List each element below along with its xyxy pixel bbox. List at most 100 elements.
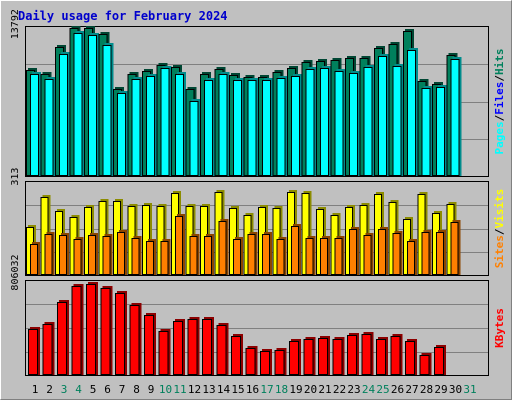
bar-hits-files-pages-pages-day-9-face: [146, 76, 155, 176]
bar-visits-sites-sites-day-28-face: [421, 232, 430, 275]
bar-visits-sites-sites-day-15-face: [233, 239, 241, 275]
bar-visits-sites-sites-day-6-face: [102, 236, 111, 275]
x-tick-label-day-2: 2: [46, 383, 53, 396]
bar-hits-files-pages-pages-day-8: [131, 77, 143, 176]
bar-kbytes-kbytes-day-5: [86, 282, 98, 375]
bar-kbytes-kbytes-day-1: [28, 327, 40, 375]
bar-kbytes-kbytes-day-14: [216, 323, 229, 375]
bar-hits-files-pages-pages-day-17: [262, 78, 273, 176]
bar-kbytes-kbytes-day-25: [376, 337, 388, 375]
bar-visits-sites-sites-day-22: [334, 236, 345, 275]
legend-pages: Pages: [493, 121, 506, 154]
bar-hits-files-pages-pages-day-27-face: [407, 50, 416, 176]
bar-hits-files-pages-pages-day-30: [450, 57, 462, 176]
panel-kbytes-legend: KBytes: [493, 308, 506, 348]
panel-hits-files-pages-legend-text: Pages/Files/Hits: [493, 49, 506, 155]
bar-kbytes-kbytes-day-27-face: [405, 341, 415, 375]
bar-kbytes-kbytes-day-7: [115, 291, 127, 375]
bar-kbytes-kbytes-day-29-face: [434, 347, 444, 375]
bar-kbytes-kbytes-day-17-face: [260, 351, 270, 375]
legend-visits: Visits: [493, 189, 506, 229]
bar-kbytes-kbytes-day-10-face: [158, 331, 169, 375]
bar-kbytes-kbytes-day-20: [303, 337, 316, 375]
x-tick-label-day-26: 26: [391, 383, 404, 396]
panel-hits-files-pages-legend: Pages/Files/Hits: [493, 49, 506, 155]
bar-kbytes-kbytes-day-28: [419, 353, 432, 375]
bar-hits-files-pages-pages-day-15-face: [233, 80, 242, 176]
bar-visits-sites-sites-day-16: [247, 232, 258, 275]
bar-kbytes-kbytes-day-3: [57, 300, 69, 375]
x-tick-label-day-23: 23: [347, 383, 360, 396]
bar-kbytes-kbytes-day-19-face: [289, 341, 299, 375]
panel-kbytes: 806032 KBytes: [10, 254, 506, 376]
bar-hits-files-pages-pages-day-21: [320, 66, 331, 176]
bar-hits-files-pages-pages-day-21-face: [320, 68, 329, 176]
bar-visits-sites-sites-day-7-face: [117, 232, 125, 275]
bar-hits-files-pages-pages-day-4-face: [73, 33, 83, 176]
x-tick-label-day-15: 15: [231, 383, 244, 396]
bar-hits-files-pages-pages-day-7-face: [117, 93, 126, 176]
x-tick-label-day-10: 10: [159, 383, 172, 396]
legend-files: Files: [493, 82, 506, 115]
bar-hits-files-pages-pages-day-25-face: [378, 56, 387, 176]
bar-hits-files-pages-pages-day-14: [218, 72, 230, 176]
bar-visits-sites-sites-day-26: [392, 231, 403, 275]
bar-kbytes-kbytes-day-8-face: [129, 305, 140, 375]
bar-hits-files-pages-pages-day-29: [436, 85, 447, 176]
bar-visits-sites-sites-day-21: [320, 236, 330, 275]
bar-hits-files-pages-pages-day-25: [378, 54, 389, 176]
bar-hits-files-pages-pages-day-9: [146, 74, 157, 176]
bar-hits-files-pages-pages-day-11: [175, 72, 186, 176]
x-tick-label-day-3: 3: [61, 383, 68, 396]
bar-kbytes-kbytes-day-11: [173, 319, 185, 375]
bar-visits-sites-sites-day-12: [189, 234, 200, 275]
x-tick-label-day-31: 31: [463, 383, 476, 396]
bar-kbytes-kbytes-day-23-face: [347, 335, 357, 375]
bar-kbytes-kbytes-day-2: [42, 322, 55, 375]
bar-kbytes-kbytes-day-20-face: [303, 339, 314, 375]
bar-visits-sites-sites-day-29: [436, 230, 446, 275]
bar-hits-files-pages-pages-day-24: [363, 65, 375, 176]
bar-hits-files-pages-pages-day-15: [233, 78, 244, 176]
bar-visits-sites-sites-day-8-face: [131, 238, 140, 275]
bar-hits-files-pages-pages-day-27: [407, 48, 418, 176]
bar-hits-files-pages-pages-day-16-face: [247, 80, 257, 176]
bar-visits-sites-sites-day-22-face: [334, 238, 343, 275]
bar-visits-sites-sites-day-25: [378, 227, 388, 275]
panel-visits-sites-legend-text: Sites/Visits: [493, 189, 506, 269]
bar-hits-files-pages-pages-day-7: [117, 91, 128, 176]
bar-visits-sites-sites-day-4: [73, 237, 84, 275]
bar-kbytes-kbytes-day-1-face: [28, 329, 38, 375]
bar-kbytes-kbytes-day-17: [260, 349, 272, 375]
bar-kbytes-kbytes-day-4-face: [71, 286, 82, 375]
bar-hits-files-pages-pages-day-26: [392, 64, 404, 176]
bar-visits-sites-sites-day-30: [450, 220, 461, 275]
x-tick-label-day-19: 19: [289, 383, 302, 396]
x-tick-label-day-8: 8: [133, 383, 140, 396]
bar-visits-sites-sites-day-15: [233, 237, 243, 275]
bar-hits-files-pages-pages-day-14-face: [218, 74, 228, 176]
x-tick-label-day-1: 1: [32, 383, 39, 396]
bar-kbytes-kbytes-day-14-face: [216, 325, 227, 375]
bar-kbytes-kbytes-day-21: [318, 336, 330, 375]
bar-visits-sites-sites-day-1-face: [30, 244, 38, 275]
bar-kbytes-kbytes-day-28-face: [419, 355, 430, 375]
bar-hits-files-pages-pages-day-4: [73, 31, 85, 176]
panel-hits-files-pages-y-tick-label: 13792: [10, 9, 21, 39]
bar-kbytes-kbytes-day-26-face: [390, 336, 401, 375]
bar-visits-sites-sites-day-20-face: [305, 238, 314, 275]
bar-kbytes-kbytes-day-9-face: [144, 315, 154, 375]
bar-kbytes-kbytes-day-12-face: [187, 319, 198, 375]
x-tick-label-day-16: 16: [246, 383, 259, 396]
bar-hits-files-pages-pages-day-11-face: [175, 74, 184, 176]
bar-kbytes-kbytes-day-24: [361, 332, 374, 375]
bar-kbytes-kbytes-day-26: [390, 334, 403, 375]
bar-hits-files-pages-pages-day-28: [421, 86, 433, 176]
chart-title: Daily usage for February 2024: [18, 9, 228, 23]
bar-kbytes-kbytes-day-7-face: [115, 293, 125, 375]
bar-hits-files-pages-pages-day-8-face: [131, 79, 141, 176]
bar-kbytes-kbytes-day-12: [187, 317, 200, 375]
bar-hits-files-pages-pages-day-19: [291, 74, 302, 176]
chart-panels: 13792Pages/Files/Hits313Sites/Visits8060…: [10, 9, 506, 376]
bar-visits-sites-sites-day-2: [44, 232, 55, 275]
